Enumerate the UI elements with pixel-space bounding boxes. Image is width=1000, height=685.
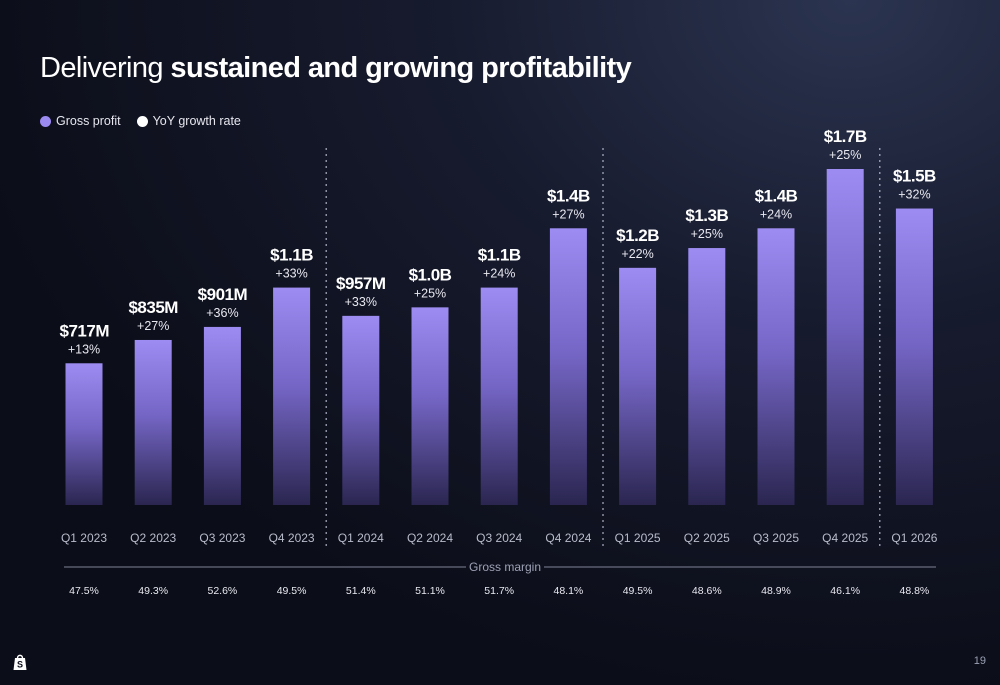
bar-q2-2024 bbox=[411, 307, 449, 505]
bars-layer: $717M +13% $835M +27% $901M +36% $1.1B +33% $957… bbox=[60, 127, 937, 505]
legend-item-gross-profit: Gross profit bbox=[40, 114, 121, 128]
value-label: $1.1B bbox=[270, 246, 313, 265]
gross-margin-value: 51.7% bbox=[484, 585, 514, 597]
legend-item-yoy-growth: YoY growth rate bbox=[136, 114, 241, 128]
gross-margin-value: 48.9% bbox=[761, 585, 791, 597]
gross-margin-value: 48.1% bbox=[554, 585, 584, 597]
bar-q2-2025 bbox=[688, 248, 726, 505]
bar-q1-2023 bbox=[65, 363, 103, 505]
year-separators bbox=[325, 148, 881, 547]
gross-margin-value: 52.6% bbox=[208, 585, 238, 597]
value-label: $901M bbox=[198, 285, 248, 304]
bar-q4-2024 bbox=[549, 228, 587, 505]
x-tick-label: Q2 2023 bbox=[130, 531, 176, 545]
x-tick-label: Q3 2025 bbox=[753, 531, 799, 545]
growth-label: +13% bbox=[68, 342, 100, 356]
value-label: $1.7B bbox=[824, 127, 867, 146]
title-prefix: Delivering bbox=[40, 52, 164, 84]
legend-label-yoy-growth: YoY growth rate bbox=[152, 114, 241, 128]
gross-margin-heading: Gross margin bbox=[469, 560, 541, 574]
gross-margin-value: 49.3% bbox=[138, 585, 168, 597]
legend-swatch-yoy-growth bbox=[136, 115, 148, 127]
x-tick-label: Q2 2025 bbox=[684, 531, 730, 545]
chart-legend: Gross profit YoY growth rate bbox=[40, 114, 257, 128]
value-label: $957M bbox=[336, 274, 386, 293]
legend-swatch-gross-profit bbox=[40, 115, 51, 127]
x-axis-labels: Q1 2023 Q2 2023 Q3 2023 Q4 2023 Q1 2024 Q2 20… bbox=[61, 531, 938, 545]
x-tick-label: Q1 2024 bbox=[338, 531, 384, 545]
value-label: $1.4B bbox=[755, 186, 798, 205]
x-tick-label: Q4 2025 bbox=[822, 531, 868, 545]
gross-margin-row: 47.5% 49.3% 52.6% 49.5% 51.4% 51.1% 51.7% 48.1%… bbox=[64, 560, 936, 597]
gross-margin-value: 51.1% bbox=[415, 585, 445, 597]
gross-margin-value: 49.5% bbox=[277, 585, 307, 597]
growth-label: +27% bbox=[137, 319, 169, 333]
legend-label-gross-profit: Gross profit bbox=[56, 114, 121, 128]
value-label: $1.0B bbox=[409, 265, 452, 284]
bar-q3-2025 bbox=[757, 228, 795, 505]
x-tick-label: Q1 2023 bbox=[61, 531, 107, 545]
title-emphasis: sustained and growing profitability bbox=[170, 52, 632, 84]
value-label: $835M bbox=[128, 298, 178, 317]
growth-label: +33% bbox=[345, 295, 377, 309]
x-tick-label: Q4 2024 bbox=[545, 531, 591, 545]
value-label: $1.3B bbox=[685, 206, 728, 225]
growth-label: +25% bbox=[691, 227, 723, 241]
page-title: Delivering sustained and growing profita… bbox=[40, 52, 632, 85]
growth-label: +22% bbox=[621, 247, 653, 261]
bar-q1-2026 bbox=[895, 208, 933, 505]
bar-q4-2023 bbox=[273, 287, 311, 505]
gross-margin-value: 49.5% bbox=[623, 585, 653, 597]
growth-label: +24% bbox=[760, 207, 792, 221]
svg-text:S: S bbox=[17, 660, 23, 670]
gross-margin-value: 46.1% bbox=[830, 585, 860, 597]
x-tick-label: Q3 2023 bbox=[199, 531, 245, 545]
value-label: $1.5B bbox=[893, 167, 936, 186]
x-tick-label: Q2 2024 bbox=[407, 531, 453, 545]
growth-label: +36% bbox=[206, 306, 238, 320]
shopify-bag-icon: S bbox=[13, 654, 27, 670]
bar-q1-2024 bbox=[342, 315, 380, 505]
growth-label: +24% bbox=[483, 267, 515, 281]
x-tick-label: Q4 2023 bbox=[269, 531, 315, 545]
gross-margin-value: 51.4% bbox=[346, 585, 376, 597]
bar-q1-2025 bbox=[619, 267, 657, 505]
x-tick-label: Q1 2026 bbox=[891, 531, 937, 545]
growth-label: +27% bbox=[552, 207, 584, 221]
bar-q3-2024 bbox=[480, 287, 518, 505]
x-tick-label: Q1 2025 bbox=[615, 531, 661, 545]
bar-q2-2023 bbox=[134, 339, 172, 505]
value-label: $1.4B bbox=[547, 186, 590, 205]
growth-label: +25% bbox=[829, 148, 861, 162]
growth-label: +25% bbox=[414, 286, 446, 300]
value-label: $717M bbox=[60, 321, 110, 340]
value-label: $1.2B bbox=[616, 226, 659, 245]
bar-q3-2023 bbox=[203, 326, 241, 505]
gross-margin-value: 47.5% bbox=[69, 585, 99, 597]
growth-label: +32% bbox=[898, 188, 930, 202]
bar-q4-2025 bbox=[826, 169, 864, 505]
gross-margin-value: 48.6% bbox=[692, 585, 722, 597]
value-label: $1.1B bbox=[478, 246, 521, 265]
page-number: 19 bbox=[973, 655, 986, 667]
growth-label: +33% bbox=[275, 267, 307, 281]
gross-margin-value: 48.8% bbox=[900, 585, 930, 597]
x-tick-label: Q3 2024 bbox=[476, 531, 522, 545]
